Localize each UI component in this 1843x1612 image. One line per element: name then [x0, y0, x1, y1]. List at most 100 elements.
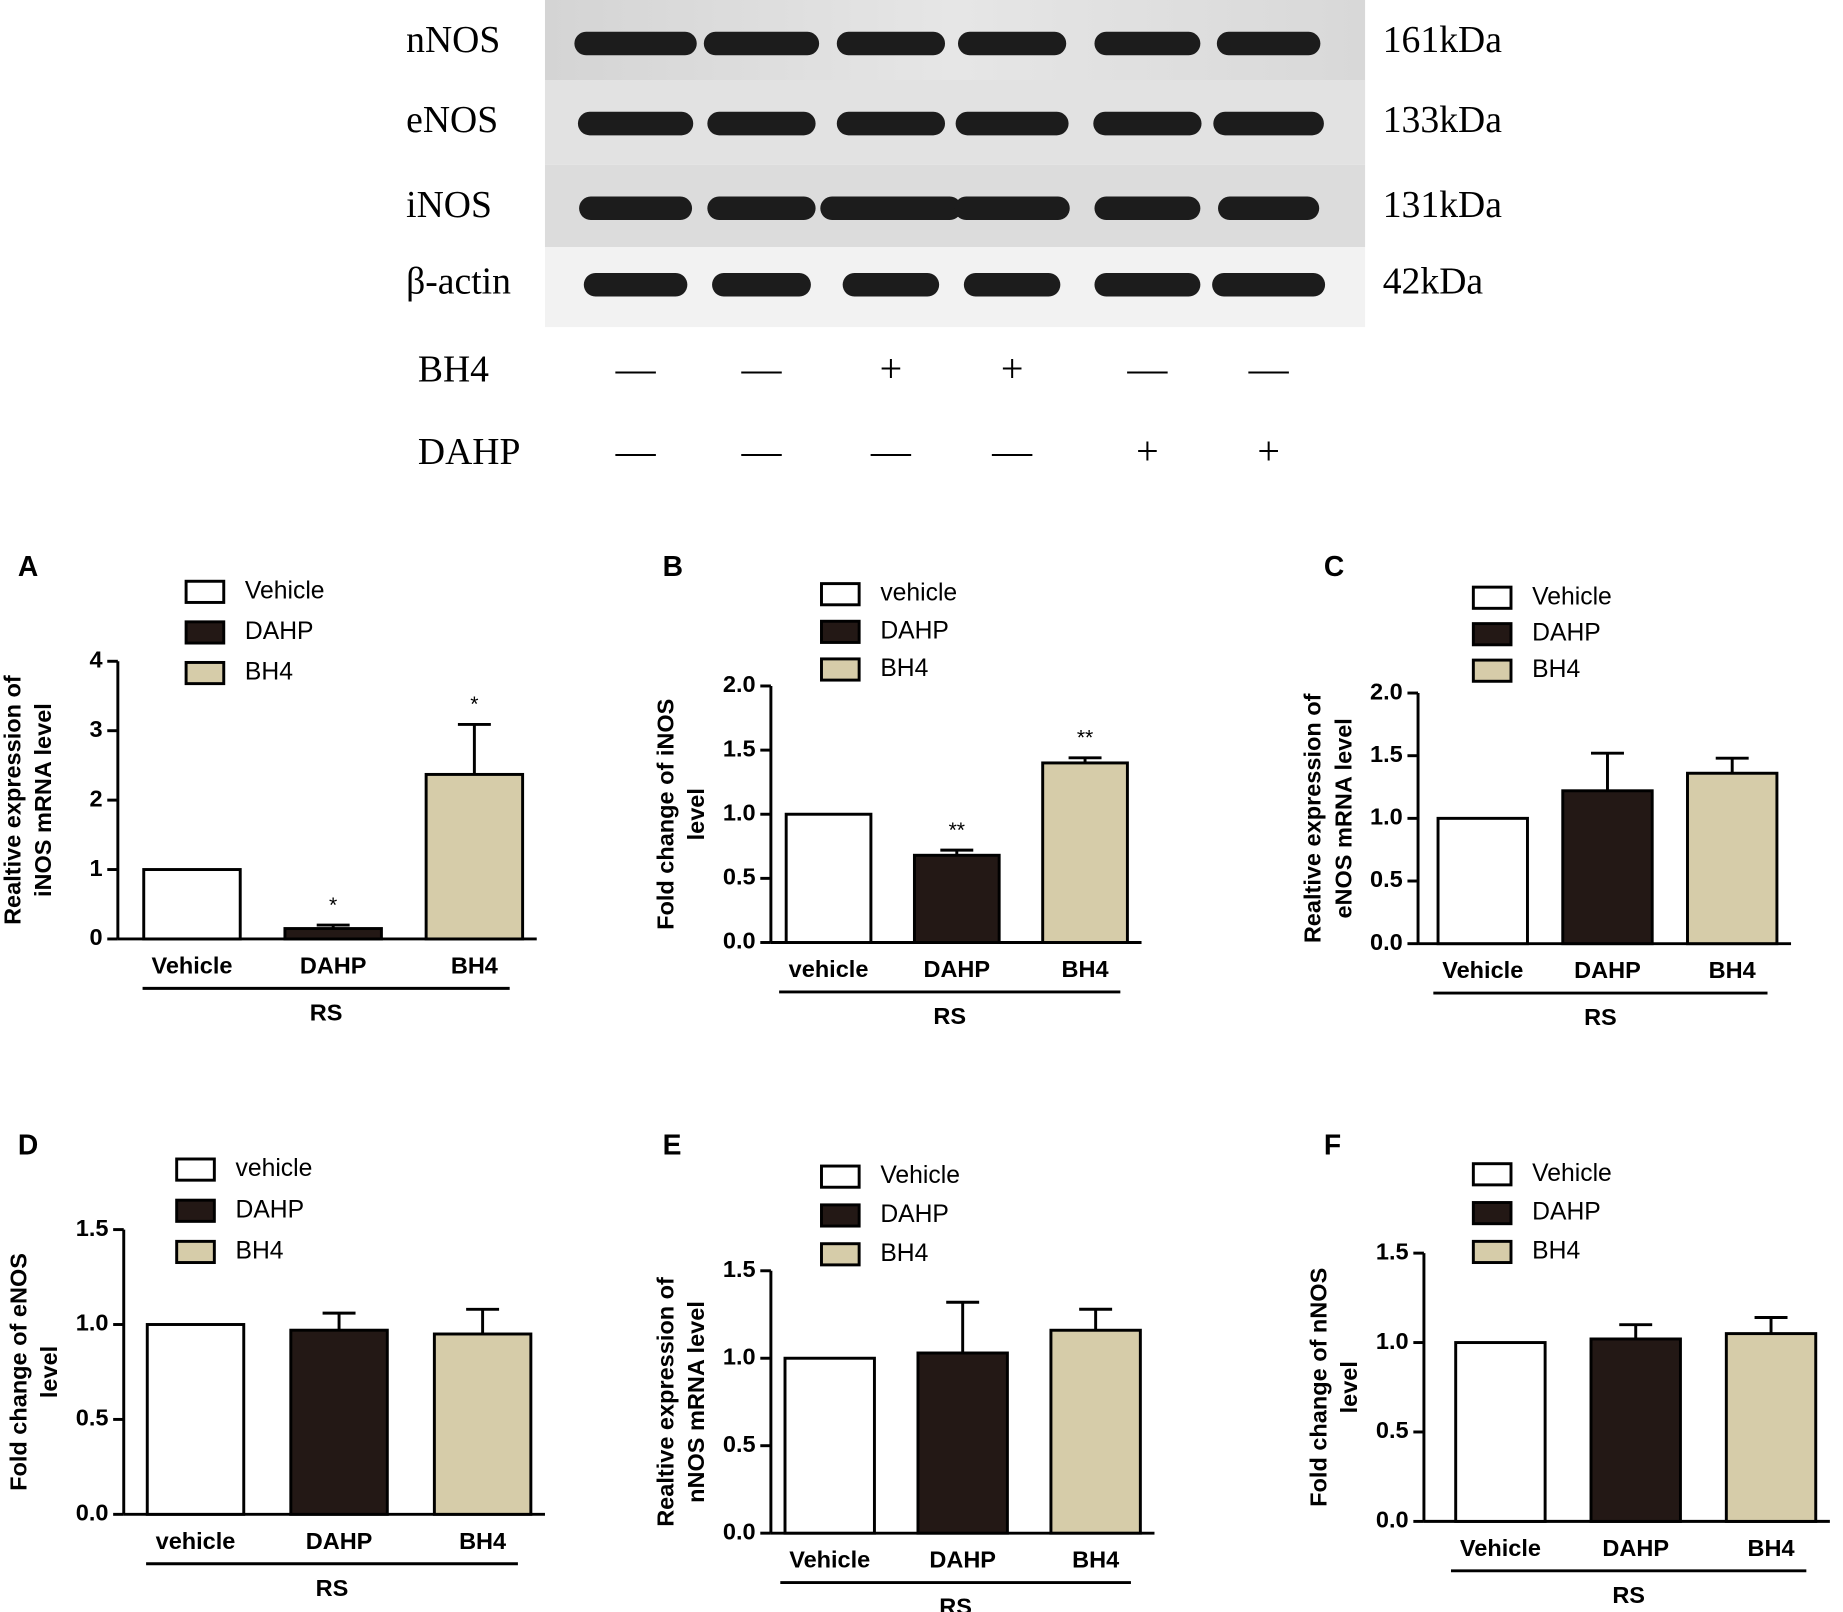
x-tick-label: vehicle	[156, 1528, 236, 1554]
y-tick-label: 1.5	[723, 735, 756, 761]
x-tick-label: DAHP	[1602, 1535, 1669, 1561]
error-bar	[316, 923, 350, 929]
y-tick-label: 1.0	[723, 1343, 756, 1369]
bar	[784, 812, 873, 944]
panel-letter: E	[663, 1129, 682, 1161]
legend-label: BH4	[1532, 1237, 1580, 1264]
legend-swatch	[1471, 622, 1513, 647]
legend-label: BH4	[880, 655, 928, 682]
y-axis-label: eNOS mRNA level	[1330, 718, 1356, 918]
legend-swatch	[820, 582, 861, 607]
blot-band	[1094, 31, 1201, 56]
blot-band	[1216, 31, 1321, 56]
blot-band	[954, 196, 1070, 221]
y-tick-label: 1.0	[723, 799, 756, 825]
error-bar	[322, 1311, 356, 1331]
legend-label: DAHP	[880, 1201, 949, 1228]
y-tick-label: 4	[89, 646, 102, 672]
blot-band	[703, 31, 820, 56]
x-tick-label: Vehicle	[151, 952, 232, 978]
group-label: RS	[933, 1003, 966, 1029]
legend-swatch	[184, 579, 226, 604]
bar	[1436, 816, 1529, 946]
legend-swatch	[820, 1242, 861, 1267]
y-axis-label: Fold change of nNOS	[1306, 1268, 1332, 1507]
blot-band	[1218, 196, 1320, 221]
bar	[145, 1323, 246, 1516]
significance-label: *	[470, 693, 478, 716]
treatment-sign: +	[1136, 429, 1159, 474]
x-tick-label: BH4	[1748, 1535, 1795, 1561]
legend-swatch	[175, 1239, 216, 1265]
blot-band	[712, 272, 811, 297]
y-axis-label: level	[683, 788, 709, 840]
significance-label: *	[329, 894, 337, 917]
y-axis-label: nNOS mRNA level	[683, 1301, 709, 1503]
y-axis-label: Realtive expression of	[0, 675, 26, 925]
bar	[289, 1328, 389, 1516]
blot-band	[963, 272, 1061, 297]
error-bar	[1715, 756, 1749, 774]
blot-band	[1094, 196, 1201, 221]
y-tick-label: 1.5	[76, 1215, 109, 1241]
legend-swatch	[820, 657, 861, 682]
y-tick-label: 0.5	[1376, 1417, 1409, 1443]
bar	[912, 853, 1001, 944]
y-axis-label: level	[1336, 1361, 1362, 1413]
blot-size-label: 42kDa	[1383, 260, 1484, 302]
significance-label: **	[1077, 727, 1093, 750]
error-bar	[457, 722, 491, 775]
legend-swatch	[184, 660, 226, 686]
legend-swatch	[1471, 1239, 1513, 1265]
error-bar	[1079, 1307, 1113, 1331]
blot-band	[707, 196, 816, 221]
x-tick-label: Vehicle	[789, 1547, 870, 1573]
y-tick-label: 1	[89, 855, 102, 881]
legend-label: DAHP	[1532, 620, 1601, 647]
panel-letter: C	[1324, 550, 1344, 582]
legend-label: Vehicle	[245, 577, 325, 604]
blot-band	[836, 111, 946, 136]
error-bar	[1754, 1316, 1788, 1334]
treatment-sign: +	[1257, 429, 1280, 474]
blot-size-label: 133kDa	[1383, 99, 1502, 141]
legend-label: BH4	[236, 1237, 284, 1264]
bar	[1041, 761, 1129, 944]
y-axis-label: iNOS mRNA level	[30, 703, 56, 897]
bar	[1454, 1341, 1547, 1523]
error-bar	[940, 848, 974, 856]
legend-swatch	[184, 620, 226, 645]
error-bar	[1068, 756, 1102, 763]
blot-band	[1093, 111, 1202, 136]
y-axis-label: Fold change of iNOS	[653, 699, 679, 930]
treatment-label: BH4	[418, 349, 489, 391]
legend-swatch	[1471, 1201, 1513, 1226]
legend-label: BH4	[245, 659, 293, 686]
legend-swatch	[820, 1203, 861, 1228]
blot-band	[583, 272, 688, 297]
x-tick-label: DAHP	[306, 1528, 373, 1554]
legend-label: DAHP	[880, 617, 949, 644]
y-tick-label: 1.5	[723, 1256, 756, 1282]
y-axis-label: Fold change of eNOS	[5, 1253, 31, 1491]
blot-size-label: 161kDa	[1383, 19, 1502, 61]
blot-band	[1094, 272, 1201, 297]
x-tick-label: BH4	[451, 952, 498, 978]
bar	[1589, 1337, 1682, 1523]
blot-band	[577, 111, 694, 136]
x-tick-label: Vehicle	[1460, 1535, 1541, 1561]
y-axis-label: Realtive expression of	[653, 1277, 679, 1527]
legend-swatch	[820, 619, 861, 644]
x-tick-label: BH4	[1709, 957, 1756, 983]
y-tick-label: 1.5	[1376, 1238, 1409, 1264]
error-bar	[1619, 1323, 1653, 1339]
group-label: RS	[1584, 1004, 1617, 1030]
y-axis-label: level	[36, 1346, 62, 1398]
blot-band	[842, 272, 940, 297]
x-tick-label: BH4	[1072, 1547, 1119, 1573]
group-label: RS	[1612, 1582, 1645, 1608]
bar	[283, 927, 383, 941]
x-tick-label: Vehicle	[1442, 957, 1523, 983]
legend-swatch	[1471, 585, 1513, 610]
y-tick-label: 0.5	[76, 1405, 109, 1431]
